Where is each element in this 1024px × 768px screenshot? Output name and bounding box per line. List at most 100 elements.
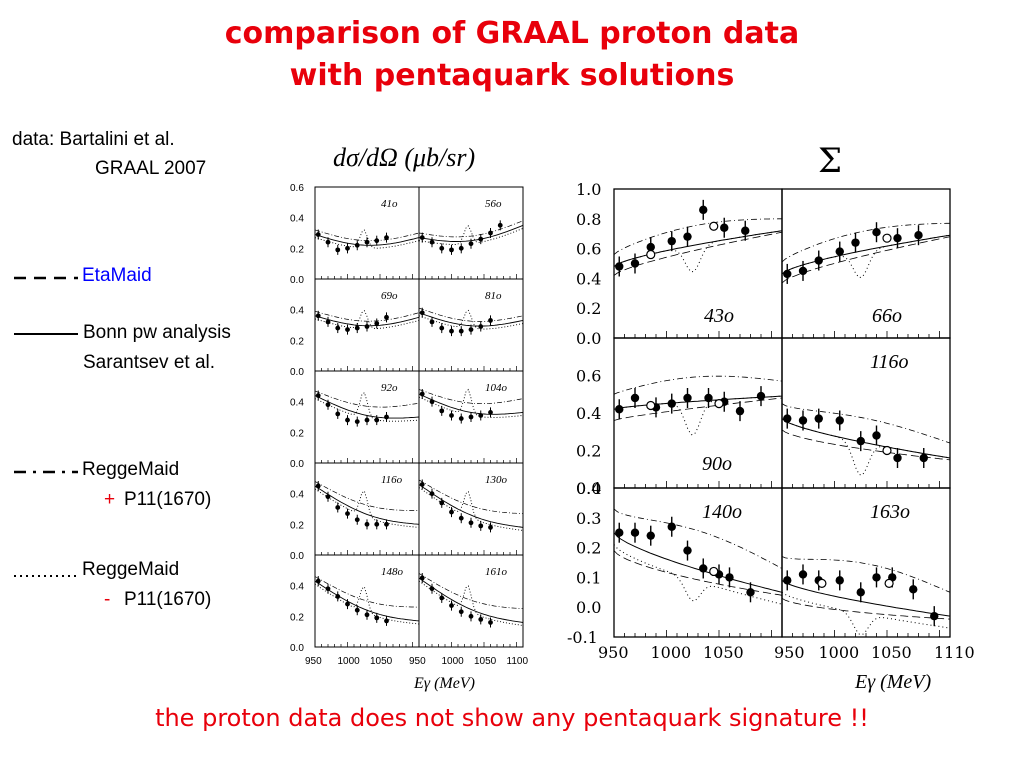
sigma-point — [835, 576, 844, 585]
sigma-open-point — [714, 399, 724, 409]
dsdo-point — [345, 327, 350, 332]
dsdo-point — [374, 417, 380, 423]
dsdo-point — [374, 321, 380, 326]
dsdo-ytick: 0.0 — [290, 275, 304, 286]
sigma-point — [930, 611, 939, 621]
dsdo-angle-161: 161o — [485, 566, 508, 578]
dsdo-point — [429, 586, 435, 592]
dsdo-point — [315, 232, 321, 237]
dsdo-curve-regge-minus — [418, 225, 524, 245]
sigma-point — [835, 416, 844, 425]
sigma-point — [615, 405, 624, 414]
dsdo-xtick: 1050 — [474, 656, 497, 667]
sigma-ytick: -0.1 — [567, 628, 598, 647]
dsdo-point — [325, 586, 331, 592]
dsdo-point — [384, 414, 389, 420]
dsdo-point — [468, 613, 474, 619]
sigma-point — [798, 266, 808, 276]
dsdo-angle-148: 148o — [381, 566, 404, 578]
sigma-angle-66: 66o — [872, 305, 902, 327]
sigma-point — [893, 233, 902, 243]
sigma-point — [746, 588, 755, 597]
sigma-xtick: 1000 — [651, 643, 692, 662]
dsdo-curve-regge-plus — [418, 479, 524, 514]
dsdo-point — [439, 595, 445, 601]
dsdo-ytick: 0.6 — [290, 183, 304, 194]
dsdo-point — [419, 235, 425, 241]
sigma-ytick: 0.2 — [576, 299, 601, 318]
dsdo-point — [345, 245, 350, 251]
dsdo-point — [335, 325, 341, 331]
dsdo-point — [439, 500, 445, 506]
sigma-point — [814, 256, 823, 265]
dsdo-curve-regge-minus — [314, 229, 420, 249]
dsdo-ytick: 0.0 — [290, 367, 304, 378]
sigma-xlabel: Eγ (MeV) — [854, 671, 932, 693]
sigma-ytick: 0.2 — [576, 539, 601, 558]
sigma-ytick: 0.6 — [576, 367, 601, 386]
dsdo-point — [315, 313, 321, 319]
dsdo-point — [384, 521, 389, 527]
sigma-point — [872, 573, 881, 582]
sigma-curve-regge-minus — [613, 544, 783, 605]
dsdo-xtick: 950 — [305, 656, 322, 667]
dsdo-point — [354, 419, 360, 424]
sigma-panel-90 — [613, 337, 783, 489]
dsdo-ytick: 0.2 — [290, 520, 304, 531]
sigma-point — [725, 573, 734, 582]
dsdo-point — [449, 328, 454, 334]
sigma-point — [630, 528, 640, 537]
sigma-xtick: 950 — [774, 643, 805, 662]
sigma-point — [683, 546, 692, 555]
sigma-curve-etamaid — [781, 429, 951, 461]
sigma-point — [783, 269, 792, 279]
dsdo-point — [488, 410, 493, 415]
dsdo-ytick: 0.2 — [290, 428, 304, 439]
sigma-point — [872, 431, 881, 440]
dsdo-angle-81: 81o — [485, 290, 502, 302]
dsdo-point — [374, 238, 380, 244]
sigma-point — [646, 242, 655, 252]
sigma-panel-116 — [781, 337, 951, 489]
legend-etamaid: EtaMaid — [82, 265, 152, 286]
legend-plus-sign: + — [104, 489, 116, 510]
dsdo-curve-regge-plus — [314, 481, 419, 511]
sigma-point — [699, 205, 708, 215]
dsdo-point — [468, 241, 474, 247]
dsdo-point — [364, 521, 370, 527]
sigma-point — [630, 259, 640, 268]
sigma-point — [756, 391, 766, 401]
dsdo-point — [419, 391, 425, 397]
sigma-ytick: 0.4 — [576, 269, 601, 288]
sigma-curve-bonn — [781, 579, 951, 617]
sigma-open-point — [882, 233, 892, 243]
dsdo-angle-69: 69o — [381, 290, 398, 302]
sigma-curve-regge-plus — [781, 403, 951, 444]
dsdo-ytick: 0.2 — [290, 244, 304, 255]
dsdo-ytick: 0.0 — [290, 459, 304, 470]
sigma-angle-43: 43o — [704, 305, 734, 327]
sigma-xtick: 1050 — [871, 643, 912, 662]
dsdo-curve-regge-minus — [418, 487, 524, 531]
dsdo-point — [478, 617, 484, 622]
dsdo-curve-regge-plus — [314, 390, 420, 408]
dsdo-point — [449, 603, 454, 608]
dsdo-point — [345, 511, 350, 516]
dsdo-point — [335, 247, 341, 253]
dsdo-point — [364, 239, 370, 245]
sigma-point — [667, 399, 676, 408]
dsdo-point — [488, 318, 493, 323]
sigma-open-point — [646, 249, 656, 260]
dsdo-xlabel: Eγ (MeV) — [413, 675, 475, 692]
dsdo-point — [458, 416, 464, 421]
legend-reggemaid-minus: ReggeMaid — [82, 559, 180, 580]
legend-dotted-swatch — [14, 575, 78, 577]
dsdo-angle-130: 130o — [485, 474, 508, 486]
sigma-xtick: 1110 — [934, 643, 975, 662]
dsdo-panel-116 — [314, 462, 420, 556]
dsdo-ytick: 0.0 — [290, 551, 304, 562]
sigma-point — [893, 453, 902, 463]
legend-dashed-swatch — [14, 276, 78, 280]
sigma-angle-90: 90o — [702, 453, 732, 475]
dsdo-angle-104: 104o — [485, 382, 508, 394]
